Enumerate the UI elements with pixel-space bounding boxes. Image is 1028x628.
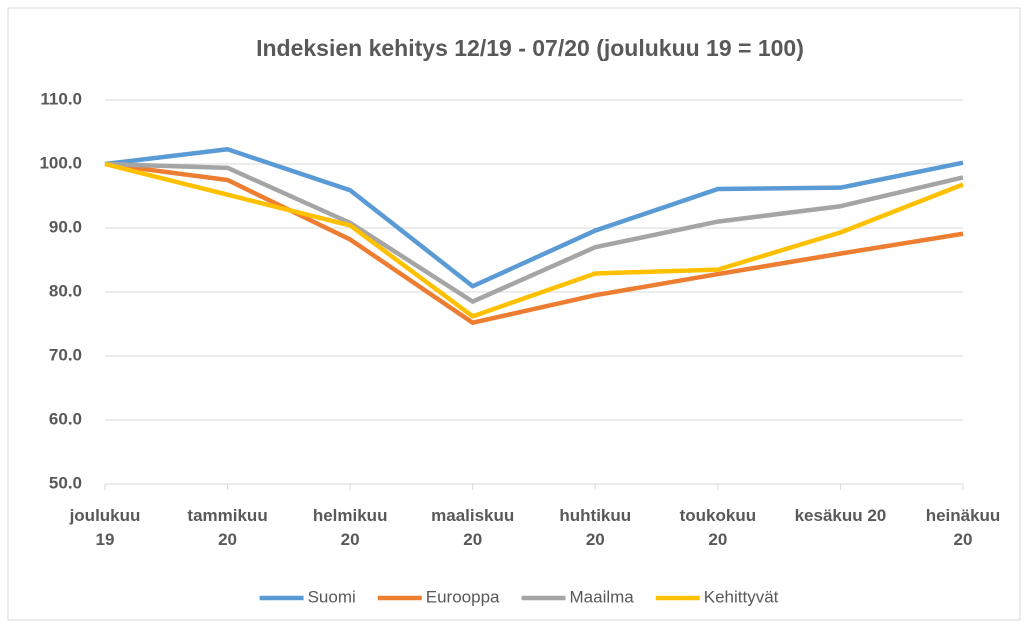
series-line xyxy=(104,161,964,304)
x-tick-label: kesäkuu 20 xyxy=(794,506,887,525)
legend-label: Maailma xyxy=(570,587,635,606)
y-tick-label: 110.0 xyxy=(40,89,82,108)
legend-label: Kehittyvät xyxy=(704,587,779,606)
series-line xyxy=(104,147,964,289)
y-tick-label: 70.0 xyxy=(49,345,82,364)
y-tick-label: 50.0 xyxy=(49,473,82,492)
x-tick-label: maaliskuu 20 xyxy=(431,506,515,549)
y-tick-label: 90.0 xyxy=(49,217,82,236)
series-line xyxy=(104,161,964,319)
y-tick-label: 80.0 xyxy=(49,281,82,300)
y-tick-label: 100.0 xyxy=(39,153,82,172)
x-tick-label: tammikuu 20 xyxy=(187,506,268,549)
x-tick-label: huhtikuu 20 xyxy=(559,506,632,549)
x-tick-label: joulukuu 19 xyxy=(69,506,141,549)
legend-label: Suomi xyxy=(308,587,356,606)
chart-title: Indeksien kehitys 12/19 - 07/20 (jouluku… xyxy=(256,35,804,61)
series-line xyxy=(104,161,964,325)
legend-label: Eurooppa xyxy=(426,587,500,606)
x-tick-label: heinäkuu 20 xyxy=(925,506,1001,549)
y-tick-label: 60.0 xyxy=(49,409,82,428)
x-tick-label: helmikuu 20 xyxy=(312,506,388,549)
x-tick-label: toukokuu 20 xyxy=(679,506,757,549)
